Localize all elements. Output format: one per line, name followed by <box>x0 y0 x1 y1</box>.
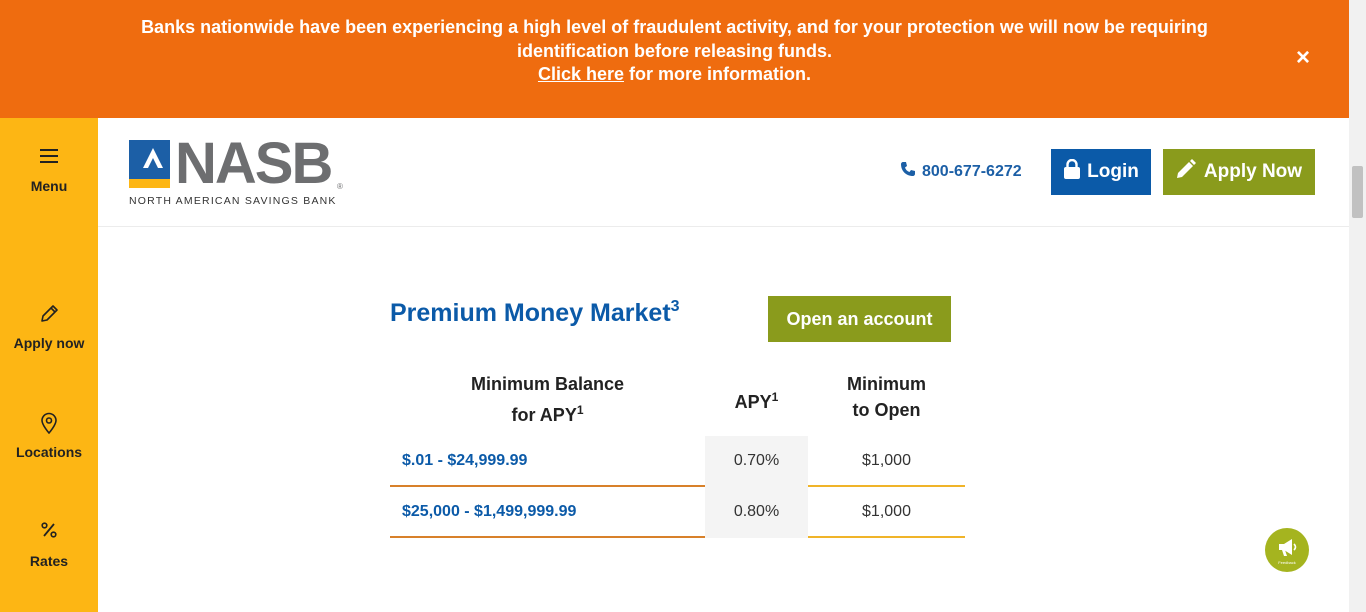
logo-mark-icon <box>129 140 170 188</box>
header-min-balance: Minimum Balance for APY1 <box>390 371 705 428</box>
nasb-logo[interactable]: NASB ® NORTH AMERICAN SAVINGS BANK <box>129 134 344 207</box>
apy-cell: 0.80% <box>705 487 808 538</box>
sidebar-item-label: Apply now <box>13 335 85 351</box>
table-row: $.01 - $24,999.99 0.70% $1,000 <box>390 436 965 487</box>
sidebar-item-label: Rates <box>29 553 69 569</box>
sidebar-item-label: Menu <box>30 178 68 194</box>
open-account-button[interactable]: Open an account <box>768 296 951 342</box>
apy-cell: 0.70% <box>705 436 808 487</box>
hamburger-icon <box>0 146 98 170</box>
sidebar-item-menu[interactable]: Menu <box>0 146 98 194</box>
sidebar-item-label: Locations <box>15 444 83 460</box>
alert-line-2: identification before releasing funds. <box>516 40 833 61</box>
login-label: Login <box>1087 161 1139 182</box>
page-scrollbar[interactable] <box>1349 0 1366 612</box>
alert-line-3: Click here for more information. <box>0 63 1349 87</box>
product-title-footnote[interactable]: 3 <box>670 298 680 315</box>
scrollbar-thumb[interactable] <box>1352 166 1363 218</box>
alert-line-3-text: for more information. <box>624 64 812 84</box>
sidebar-item-locations[interactable]: Locations <box>0 412 98 460</box>
apply-now-button[interactable]: Apply Now <box>1163 149 1315 195</box>
logo-wordmark: NASB <box>175 131 333 196</box>
header-min-balance-line1: Minimum Balance <box>470 374 625 394</box>
header-min-open-line2: to Open <box>852 400 921 420</box>
header-apy-text: APY <box>734 392 772 412</box>
left-sidebar: Menu Apply now Locations Rates <box>0 118 98 612</box>
header-footnote[interactable]: 1 <box>576 403 584 417</box>
login-button[interactable]: Login <box>1051 149 1151 195</box>
phone-link[interactable]: 800-677-6272 <box>900 161 1022 182</box>
pencil-icon <box>0 303 98 327</box>
min-open-cell: $1,000 <box>808 436 965 487</box>
balance-cell: $25,000 - $1,499,999.99 <box>390 487 705 538</box>
alert-line-1: Banks nationwide have been experiencing … <box>141 17 1208 37</box>
balance-cell: $.01 - $24,999.99 <box>390 436 705 487</box>
header-min-balance-line2: for APY <box>511 405 577 425</box>
fraud-alert-banner: Banks nationwide have been experiencing … <box>0 0 1349 118</box>
feedback-label: Feedback <box>1278 560 1296 565</box>
header-apy: APY1 <box>705 384 808 415</box>
phone-number: 800-677-6272 <box>922 162 1022 180</box>
phone-icon <box>900 161 916 182</box>
alert-close-icon[interactable]: × <box>1295 44 1310 71</box>
min-open-cell: $1,000 <box>808 487 965 538</box>
header-min-open-line1: Minimum <box>847 374 926 394</box>
feedback-button[interactable]: Feedback <box>1265 528 1309 572</box>
percent-icon <box>0 521 98 545</box>
header-min-open: Minimum to Open <box>808 371 965 423</box>
logo-subtitle: NORTH AMERICAN SAVINGS BANK <box>129 195 337 207</box>
apply-now-label: Apply Now <box>1203 161 1303 182</box>
site-header: NASB ® NORTH AMERICAN SAVINGS BANK 800-6… <box>98 118 1349 227</box>
map-pin-icon <box>0 412 98 436</box>
product-title: Premium Money Market3 <box>390 298 680 328</box>
product-title-text: Premium Money Market <box>390 299 671 327</box>
sidebar-item-apply-now[interactable]: Apply now <box>0 303 98 351</box>
logo-registered-mark: ® <box>337 182 343 191</box>
table-row: $25,000 - $1,499,999.99 0.80% $1,000 <box>390 487 965 538</box>
sidebar-item-rates[interactable]: Rates <box>0 521 98 569</box>
header-footnote[interactable]: 1 <box>771 390 779 404</box>
pencil-icon <box>1176 159 1196 185</box>
lock-icon <box>1063 158 1081 185</box>
alert-click-here-link[interactable]: Click here <box>537 64 625 84</box>
